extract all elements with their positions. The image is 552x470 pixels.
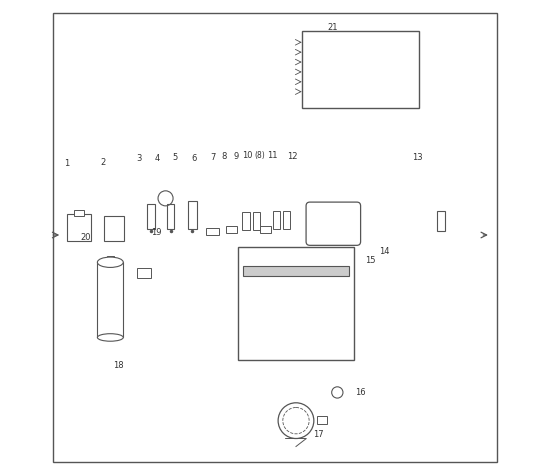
Bar xyxy=(252,212,260,230)
Text: 12: 12 xyxy=(287,151,298,161)
Text: 14: 14 xyxy=(379,247,389,256)
FancyBboxPatch shape xyxy=(306,202,360,245)
Text: 16: 16 xyxy=(355,388,366,397)
Bar xyxy=(104,216,124,241)
Bar xyxy=(137,268,151,278)
Bar xyxy=(302,31,420,108)
Bar xyxy=(167,204,174,229)
Ellipse shape xyxy=(97,257,123,267)
Text: 10: 10 xyxy=(242,150,253,160)
Bar xyxy=(107,256,114,264)
Bar xyxy=(242,212,250,230)
Bar xyxy=(273,211,280,229)
Bar xyxy=(238,247,353,360)
Text: 20: 20 xyxy=(81,233,91,242)
Bar xyxy=(317,416,327,424)
Bar xyxy=(226,226,236,233)
Bar xyxy=(243,266,349,276)
Text: (8): (8) xyxy=(254,150,266,160)
Text: 6: 6 xyxy=(191,154,197,164)
Text: 8: 8 xyxy=(221,152,227,161)
Bar xyxy=(67,214,91,241)
Text: 3: 3 xyxy=(136,154,141,164)
Text: 4: 4 xyxy=(155,154,160,164)
Text: 21: 21 xyxy=(327,23,338,32)
Text: 11: 11 xyxy=(267,150,278,160)
Text: 18: 18 xyxy=(113,361,124,370)
Text: 9: 9 xyxy=(233,152,238,161)
Text: 5: 5 xyxy=(172,153,178,162)
Text: 15: 15 xyxy=(365,256,375,266)
Text: 7: 7 xyxy=(210,153,215,162)
Bar xyxy=(261,226,271,233)
Bar xyxy=(74,210,84,216)
Bar xyxy=(283,211,290,229)
Bar xyxy=(147,204,155,229)
Bar xyxy=(206,228,219,235)
Text: 19: 19 xyxy=(151,228,161,237)
Ellipse shape xyxy=(97,334,123,341)
Bar xyxy=(437,211,445,231)
Text: 17: 17 xyxy=(313,430,323,439)
Text: 2: 2 xyxy=(100,157,105,167)
Text: 13: 13 xyxy=(412,153,422,162)
Text: 1: 1 xyxy=(64,159,70,168)
Bar xyxy=(97,262,123,337)
Bar xyxy=(188,201,197,229)
